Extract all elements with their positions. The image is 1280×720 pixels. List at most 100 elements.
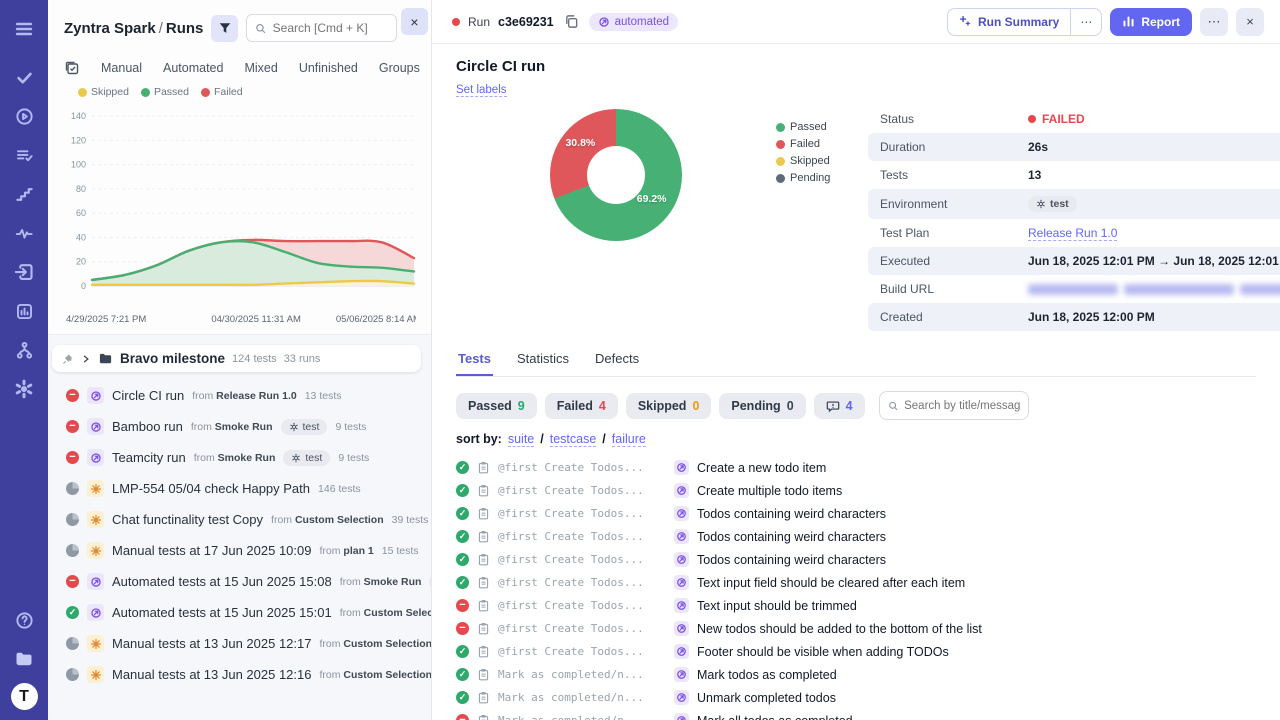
checklist-icon[interactable]: [9, 140, 39, 170]
app-logo[interactable]: T: [10, 683, 38, 710]
close-run-button[interactable]: ×: [1236, 7, 1264, 36]
environment-badge: test: [1028, 196, 1077, 212]
milestone-group-row[interactable]: Bravo milestone 124 tests 33 runs: [52, 345, 421, 372]
settings-icon[interactable]: [9, 374, 39, 404]
branch-icon[interactable]: [9, 335, 39, 365]
run-source-name: Release Run 1.0: [216, 389, 297, 402]
run-topbar: Run c3e69231 automated Run Summary ⋯ Rep…: [432, 0, 1280, 44]
runs-filter-tab[interactable]: Mixed: [244, 61, 278, 75]
from-label: from: [339, 575, 361, 588]
check-icon[interactable]: [9, 62, 39, 92]
activity-icon[interactable]: [9, 218, 39, 248]
run-detail-panel: Run c3e69231 automated Run Summary ⋯ Rep…: [432, 0, 1280, 720]
run-list-item[interactable]: LMP-554 05/04 check Happy Path 146 tests: [48, 473, 431, 504]
set-labels-link[interactable]: Set labels: [456, 84, 507, 97]
run-tab[interactable]: Tests: [456, 345, 493, 376]
select-runs-icon[interactable]: [64, 60, 80, 76]
run-list-item[interactable]: Automated tests at 15 Jun 2025 15:01 fro…: [48, 597, 431, 628]
run-list-item[interactable]: Manual tests at 13 Jun 2025 12:17 from C…: [48, 628, 431, 659]
runs-filter-tab[interactable]: Unfinished: [298, 61, 358, 75]
runs-search-input[interactable]: [272, 21, 388, 35]
report-button[interactable]: Report: [1110, 7, 1192, 36]
run-list-item[interactable]: Teamcity run from Smoke Run test 9 tests: [48, 442, 431, 473]
result-filter-chip[interactable]: Failed 4: [544, 392, 618, 419]
play-circle-icon[interactable]: [9, 101, 39, 131]
test-row[interactable]: @first Create Todos... Footer should be …: [456, 640, 1256, 663]
test-row[interactable]: @first Create Todos... Todos containing …: [456, 502, 1256, 525]
test-row[interactable]: @first Create Todos... Text input field …: [456, 571, 1256, 594]
donut: 69.2% 30.8%: [550, 109, 682, 241]
result-filter-chip[interactable]: Skipped 0: [625, 392, 712, 419]
run-id: c3e69231: [498, 14, 554, 29]
milestone-runs-count: 33 runs: [283, 352, 321, 365]
sort-option[interactable]: suite: [507, 432, 535, 447]
test-row[interactable]: Mark as completed/n... Mark all todos as…: [456, 709, 1256, 720]
result-filter-chip[interactable]: Pending 0: [719, 392, 806, 419]
runs-search[interactable]: [246, 14, 397, 42]
run-status-icon: [66, 482, 79, 495]
test-suite: @first Create Todos...: [498, 622, 644, 635]
close-panel-button[interactable]: ×: [401, 8, 428, 35]
environment-badge: test: [429, 573, 431, 590]
test-row[interactable]: @first Create Todos... Create a new todo…: [456, 456, 1256, 479]
run-source-name: Custom Selection: [343, 668, 431, 681]
run-summary-label: Run Summary: [977, 14, 1060, 29]
tests-search-input[interactable]: [904, 399, 1020, 412]
report-icon[interactable]: [9, 296, 39, 326]
status-text: FAILED: [1042, 112, 1085, 126]
run-summary-button[interactable]: Run Summary: [948, 9, 1070, 35]
detail-label: Tests: [880, 168, 909, 182]
runs-filter-tab[interactable]: Automated: [163, 61, 224, 75]
test-row[interactable]: @first Create Todos... Todos containing …: [456, 525, 1256, 548]
run-list-item[interactable]: Circle CI run from Release Run 1.0 13 te…: [48, 380, 431, 411]
menu-icon[interactable]: [9, 14, 39, 44]
chip-label: Skipped: [637, 398, 687, 413]
run-list-item[interactable]: Manual tests at 17 Jun 2025 10:09 from p…: [48, 535, 431, 566]
test-row[interactable]: @first Create Todos... New todos should …: [456, 617, 1256, 640]
environment-value: test: [1028, 196, 1280, 212]
more-actions-button[interactable]: ⋯: [1200, 7, 1228, 36]
import-run-icon[interactable]: [9, 257, 39, 287]
automated-test-icon: [674, 644, 689, 659]
test-name: Text input field should be cleared after…: [697, 575, 966, 590]
help-icon[interactable]: [9, 605, 39, 635]
legend-dot: [140, 87, 150, 97]
app-sidebar: T: [0, 0, 48, 720]
chip-count: 0: [786, 398, 794, 413]
run-list-item[interactable]: Manual tests at 13 Jun 2025 12:16 from C…: [48, 659, 431, 690]
run-list-item[interactable]: Chat functinality test Copy from Custom …: [48, 504, 431, 535]
run-list-item[interactable]: Bamboo run from Smoke Run test 9 tests: [48, 411, 431, 442]
copy-run-id-button[interactable]: [562, 12, 581, 31]
runs-filter-tab[interactable]: Manual: [101, 61, 142, 75]
run-list-item[interactable]: Automated tests at 15 Jun 2025 15:08 fro…: [48, 566, 431, 597]
donut-failed-label: 30.8%: [565, 137, 596, 150]
test-row[interactable]: Mark as completed/n... Mark todos as com…: [456, 663, 1256, 686]
from-label: from: [339, 606, 361, 619]
test-plan-link[interactable]: Release Run 1.0: [1028, 226, 1118, 241]
tests-search[interactable]: [878, 391, 1029, 420]
from-label: from: [319, 637, 341, 650]
detail-label: Status: [880, 112, 915, 126]
run-tab[interactable]: Statistics: [517, 351, 570, 366]
comments-filter-chip[interactable]: 4: [813, 392, 865, 419]
run-tab[interactable]: Defects: [595, 351, 640, 366]
test-status-icon: [456, 484, 469, 497]
test-row[interactable]: Mark as completed/n... Unmark completed …: [456, 686, 1256, 709]
result-filter-chip[interactable]: Passed 9: [456, 392, 537, 419]
run-summary-more-button[interactable]: ⋯: [1070, 8, 1101, 35]
test-name: Text input should be trimmed: [697, 598, 857, 613]
automated-test-icon: [674, 713, 689, 720]
test-row[interactable]: @first Create Todos... Create multiple t…: [456, 479, 1256, 502]
sort-label: sort by:: [456, 432, 502, 446]
test-status-icon: [456, 553, 469, 566]
sort-option[interactable]: testcase: [549, 432, 597, 447]
sort-option[interactable]: failure: [611, 432, 646, 447]
steps-icon[interactable]: [9, 179, 39, 209]
run-status-icon: [66, 389, 79, 402]
runs-filter-tab[interactable]: Groups: [378, 61, 420, 75]
gear-icon: [1037, 199, 1045, 209]
test-row[interactable]: @first Create Todos... Todos containing …: [456, 548, 1256, 571]
filter-button[interactable]: [211, 14, 239, 42]
projects-folder-icon[interactable]: [9, 644, 39, 674]
test-row[interactable]: @first Create Todos... Text input should…: [456, 594, 1256, 617]
